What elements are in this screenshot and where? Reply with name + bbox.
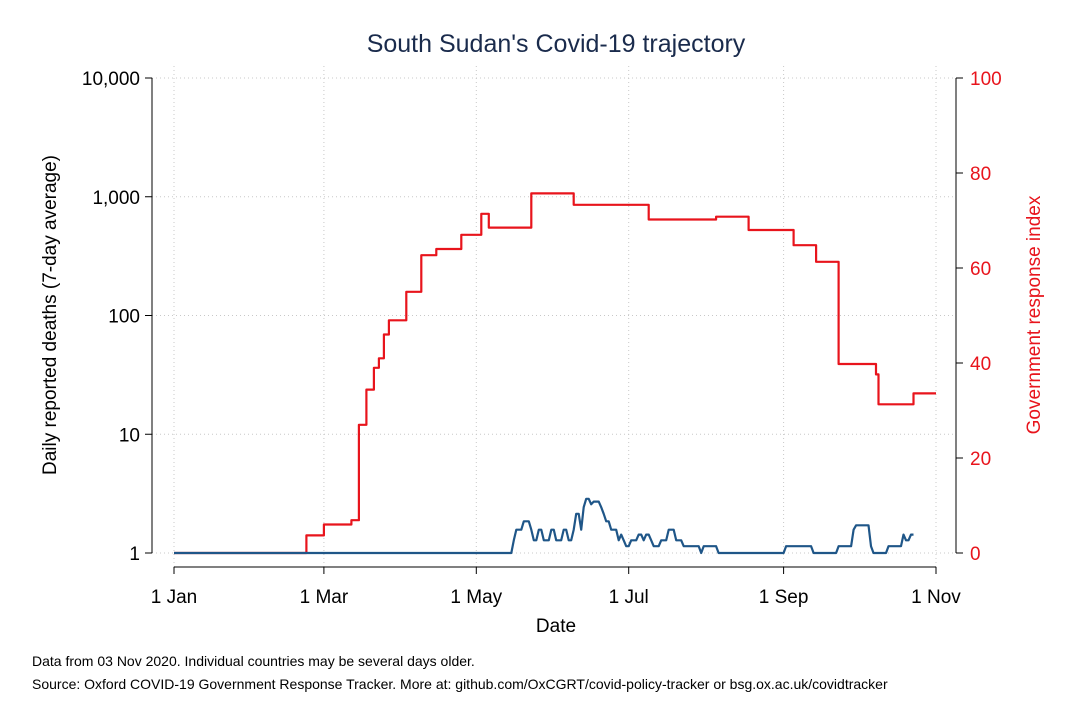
x-tick-label: 1 May xyxy=(450,587,502,608)
series-layer xyxy=(174,192,936,555)
axes: 1 10 100 1,000 10,000 0 20 40 60 80 100 1 Jan 1 Mar 1… xyxy=(82,69,1002,608)
y-left-tick-label: 1,000 xyxy=(92,188,140,209)
series-line-daily-deaths xyxy=(174,497,914,555)
x-tick-label: 1 Jan xyxy=(151,587,197,608)
y-left-tick-label: 1 xyxy=(129,544,140,565)
y-left-tick-label: 10,000 xyxy=(82,69,140,90)
x-axis-label: Date xyxy=(536,616,576,637)
chart-title: South Sudan's Covid-19 trajectory xyxy=(367,30,746,58)
footnote-source: Source: Oxford COVID-19 Government Respo… xyxy=(32,676,888,692)
footnote-data-date: Data from 03 Nov 2020. Individual countr… xyxy=(32,653,475,669)
series-line-government-response-index xyxy=(174,192,936,555)
y-right-tick-label: 0 xyxy=(970,544,981,565)
y-right-tick-label: 20 xyxy=(970,449,991,470)
y-axis-label-left: Daily reported deaths (7-day average) xyxy=(40,155,61,475)
y-left-tick-label: 100 xyxy=(108,307,140,328)
y-left-tick-label: 10 xyxy=(119,425,140,446)
y-right-tick-label: 80 xyxy=(970,164,991,185)
y-right-tick-label: 60 xyxy=(970,259,991,280)
y-axis-label-right: Government response index xyxy=(1024,195,1045,434)
x-tick-label: 1 Sep xyxy=(759,587,809,608)
x-tick-label: 1 Nov xyxy=(911,587,961,608)
x-tick-label: 1 Mar xyxy=(300,587,349,608)
y-right-tick-label: 40 xyxy=(970,354,991,375)
x-tick-label: 1 Jul xyxy=(609,587,649,608)
y-right-tick-label: 100 xyxy=(970,69,1002,90)
